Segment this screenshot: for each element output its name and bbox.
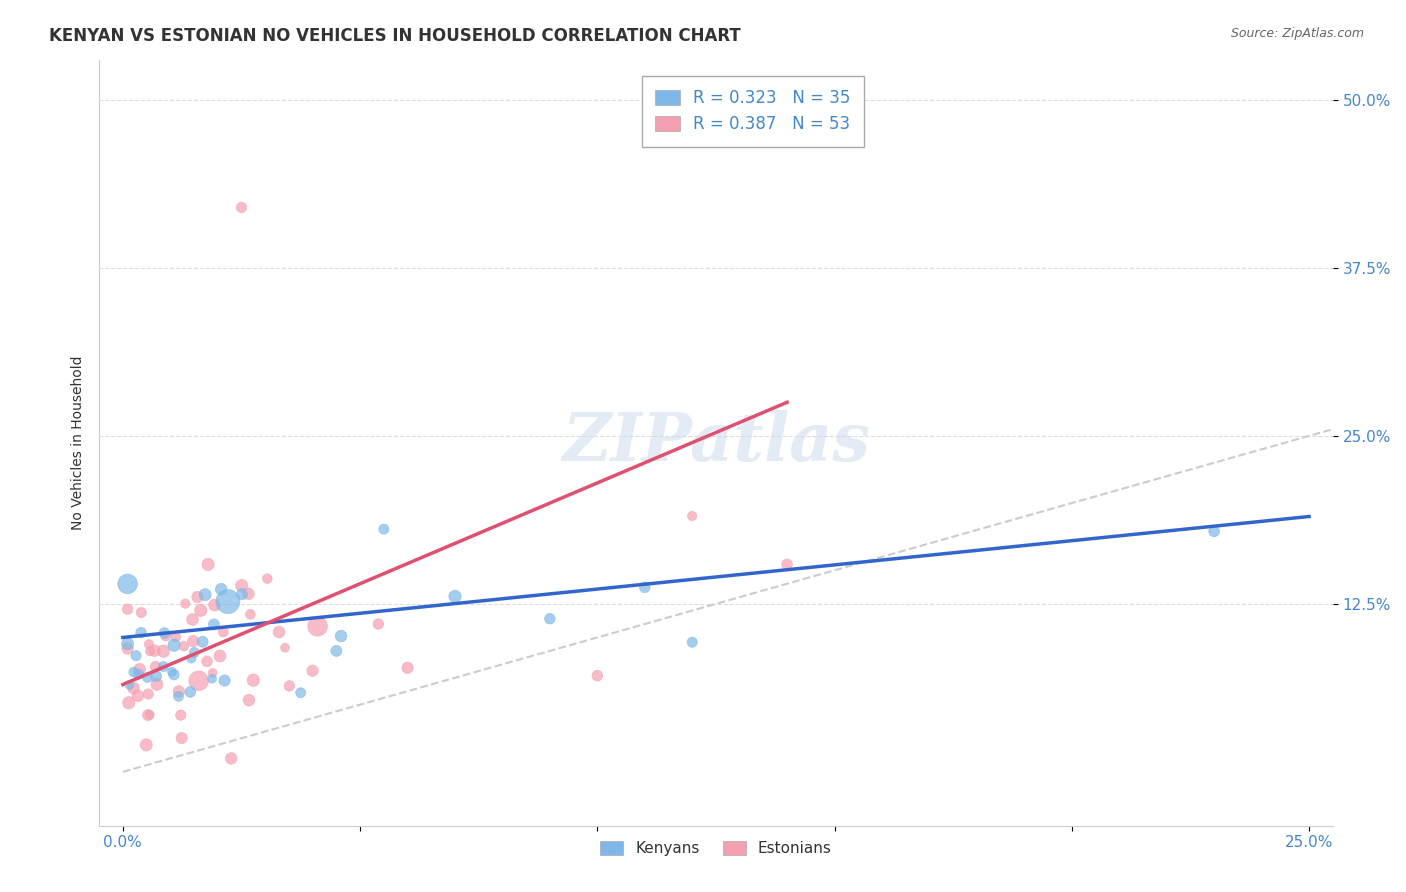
- Point: [325, 644, 347, 658]
- Point: [117, 602, 139, 616]
- Point: [367, 617, 389, 632]
- Text: KENYAN VS ESTONIAN NO VEHICLES IN HOUSEHOLD CORRELATION CHART: KENYAN VS ESTONIAN NO VEHICLES IN HOUSEH…: [49, 27, 741, 45]
- Point: [153, 626, 176, 640]
- Point: [135, 738, 157, 752]
- Point: [201, 672, 224, 686]
- Text: Source: ZipAtlas.com: Source: ZipAtlas.com: [1230, 27, 1364, 40]
- Point: [444, 590, 467, 604]
- Point: [173, 639, 195, 653]
- Point: [681, 635, 703, 649]
- Point: [776, 558, 799, 572]
- Point: [128, 662, 150, 676]
- Point: [187, 673, 209, 688]
- Text: ZIPatlas: ZIPatlas: [562, 410, 870, 475]
- Point: [1204, 524, 1226, 539]
- Point: [118, 678, 141, 692]
- Point: [238, 693, 260, 707]
- Point: [212, 625, 235, 640]
- Point: [127, 689, 149, 703]
- Legend: Kenyans, Estonians: Kenyans, Estonians: [592, 833, 839, 864]
- Point: [231, 201, 253, 215]
- Point: [183, 645, 205, 659]
- Point: [242, 673, 264, 688]
- Point: [204, 598, 226, 612]
- Point: [138, 707, 160, 722]
- Point: [139, 644, 162, 658]
- Point: [179, 685, 201, 699]
- Point: [122, 665, 145, 679]
- Point: [163, 667, 186, 681]
- Point: [208, 648, 231, 663]
- Point: [278, 679, 301, 693]
- Point: [197, 558, 219, 572]
- Point: [330, 629, 353, 643]
- Point: [586, 668, 609, 682]
- Point: [180, 651, 202, 665]
- Point: [122, 681, 145, 695]
- Point: [238, 587, 260, 601]
- Point: [290, 686, 312, 700]
- Point: [194, 588, 217, 602]
- Point: [681, 508, 703, 523]
- Point: [125, 648, 148, 663]
- Point: [274, 640, 297, 655]
- Point: [136, 670, 159, 684]
- Point: [195, 654, 218, 668]
- Point: [145, 669, 167, 683]
- Point: [128, 667, 150, 681]
- Point: [181, 613, 204, 627]
- Point: [129, 625, 152, 640]
- Point: [538, 612, 561, 626]
- Point: [170, 731, 193, 745]
- Point: [396, 661, 419, 675]
- Point: [201, 665, 224, 680]
- Point: [191, 635, 214, 649]
- Point: [217, 594, 239, 608]
- Point: [186, 590, 208, 604]
- Point: [209, 582, 232, 597]
- Point: [214, 673, 236, 688]
- Point: [239, 607, 262, 622]
- Point: [136, 708, 159, 723]
- Point: [138, 687, 160, 701]
- Point: [160, 665, 183, 679]
- Point: [301, 664, 323, 678]
- Point: [118, 696, 141, 710]
- Point: [155, 629, 177, 643]
- Point: [129, 606, 152, 620]
- Point: [117, 641, 139, 656]
- Point: [373, 522, 395, 536]
- Y-axis label: No Vehicles in Household: No Vehicles in Household: [72, 355, 86, 530]
- Point: [634, 580, 657, 594]
- Point: [143, 643, 166, 657]
- Point: [256, 572, 278, 586]
- Point: [145, 659, 167, 673]
- Point: [170, 708, 193, 723]
- Point: [152, 644, 174, 658]
- Point: [167, 690, 190, 704]
- Point: [146, 677, 169, 691]
- Point: [307, 619, 329, 633]
- Point: [269, 625, 291, 640]
- Point: [202, 617, 225, 632]
- Point: [163, 638, 186, 652]
- Point: [117, 637, 139, 651]
- Point: [117, 577, 139, 591]
- Point: [165, 630, 187, 644]
- Point: [219, 751, 242, 765]
- Point: [190, 603, 212, 617]
- Point: [174, 597, 197, 611]
- Point: [231, 587, 253, 601]
- Point: [167, 684, 190, 698]
- Point: [181, 634, 204, 648]
- Point: [138, 637, 160, 651]
- Point: [231, 579, 253, 593]
- Point: [152, 659, 174, 673]
